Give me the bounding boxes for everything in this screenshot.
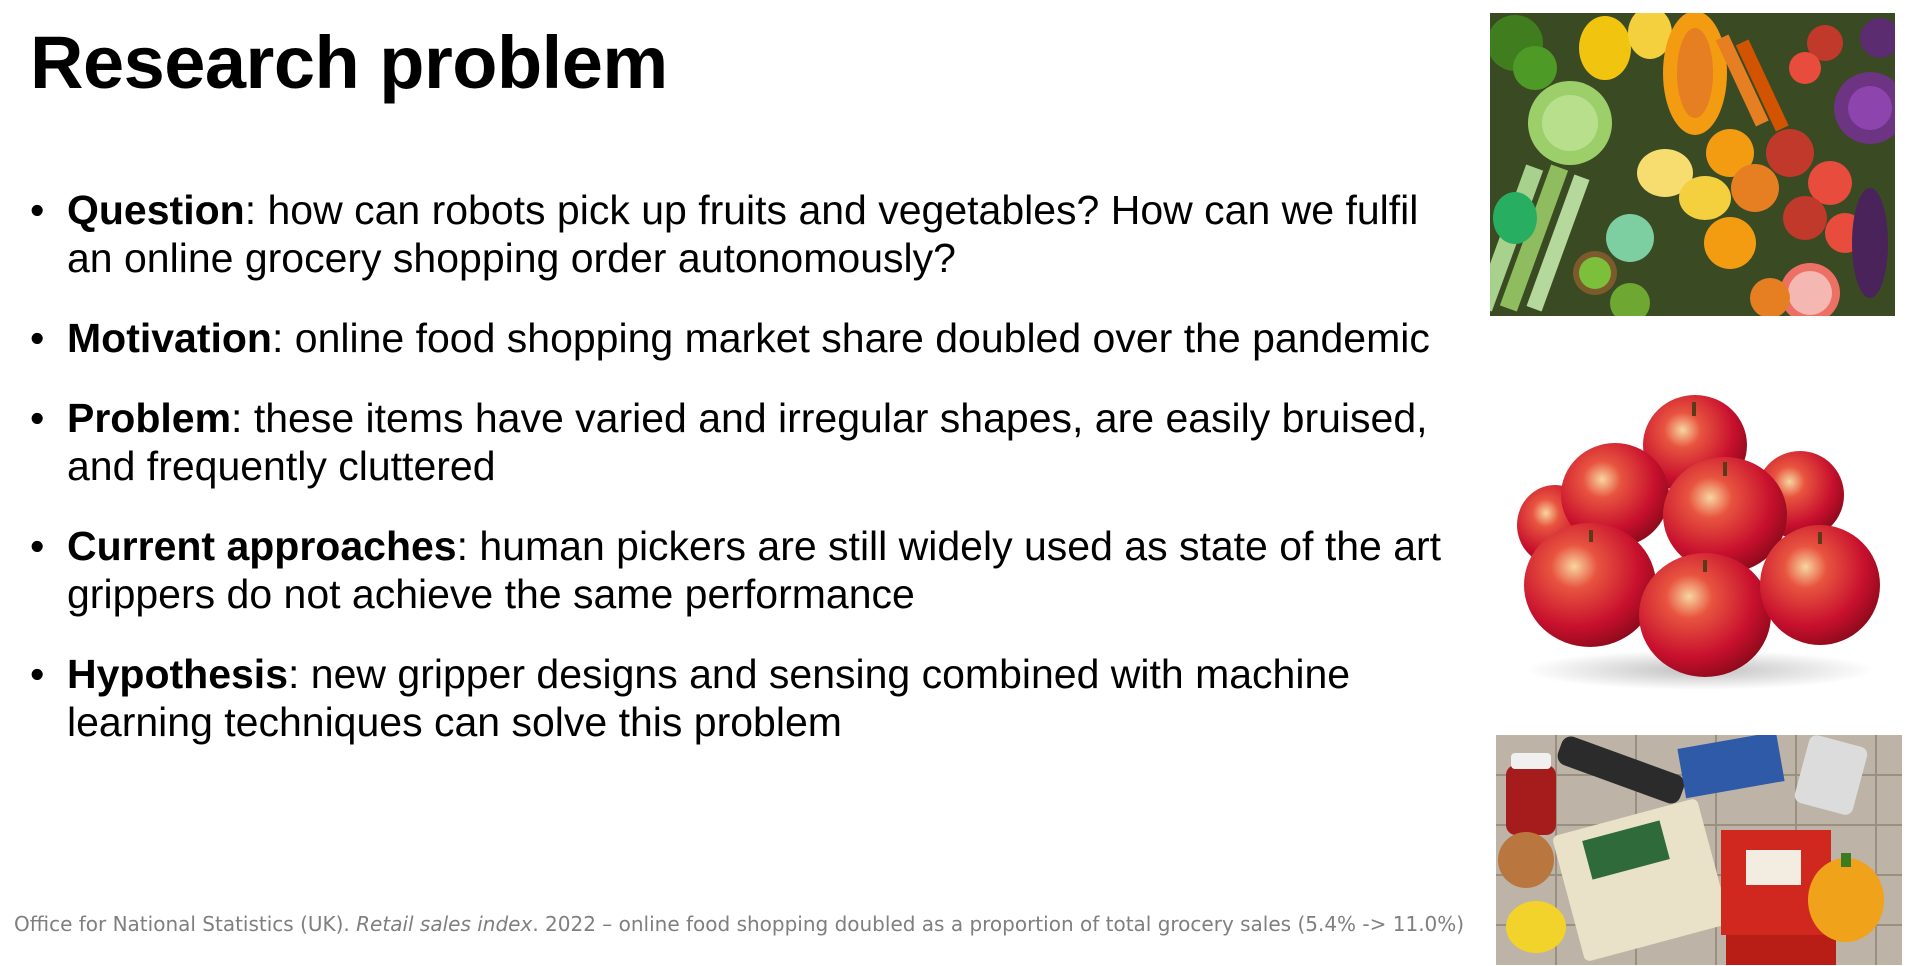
bullet-motivation: • Motivation: online food shopping market… [30,314,1470,362]
bullet-text: : online food shopping market share doub… [271,315,1430,361]
bullet-dot: • [30,315,45,361]
apples-photo [1515,390,1885,690]
bullet-text: : human pickers are still widely used as… [67,523,1442,617]
footnote-citation: Office for National Statistics (UK). Ret… [14,912,1464,936]
bullet-dot: • [30,651,45,697]
bullet-text: : these items have varied and irregular … [67,395,1428,489]
bullet-current-approaches: • Current approaches: human pickers are s… [30,522,1470,618]
bullet-text: : how can robots pick up fruits and vege… [67,187,1419,281]
bullet-term: Hypothesis [67,651,288,697]
fruit-vegetables-photo [1490,13,1895,316]
groceries-photo [1496,735,1902,965]
bullet-dot: • [30,395,45,441]
bullet-term: Motivation [67,315,272,361]
bullet-hypothesis: • Hypothesis: new gripper designs and sen… [30,650,1470,746]
apples-illustration [1517,395,1880,690]
fruit-vegetables-illustration [1490,13,1895,316]
footnote-suffix: . 2022 – online food shopping doubled as… [532,912,1465,936]
bullet-term: Problem [67,395,232,441]
bullet-dot: • [30,187,45,233]
bullet-term: Current approaches [67,523,457,569]
bullet-text: : new gripper designs and sensing combin… [67,651,1351,745]
footnote-prefix: Office for National Statistics (UK). [14,912,357,936]
bullet-question: • Question: how can robots pick up fruits… [30,186,1470,282]
groceries-illustration [1496,735,1902,965]
bullet-term: Question [67,187,245,233]
bullet-list: • Question: how can robots pick up fruits… [30,186,1470,778]
slide-title: Research problem [30,21,668,104]
bullet-problem: • Problem: these items have varied and ir… [30,394,1470,490]
bullet-dot: • [30,523,45,569]
footnote-italic: Retail sales index [356,912,533,936]
